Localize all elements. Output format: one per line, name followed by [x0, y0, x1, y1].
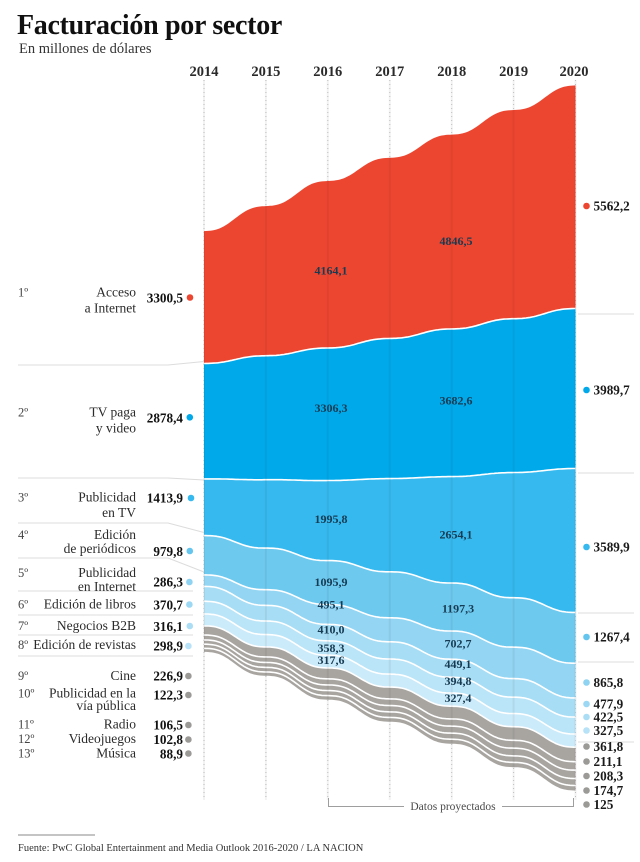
svg-text:Edición de libros: Edición de libros [44, 597, 136, 612]
svg-text:88,9: 88,9 [160, 747, 183, 762]
svg-text:TV paga: TV paga [89, 405, 136, 420]
svg-text:1413,9: 1413,9 [147, 491, 184, 506]
svg-text:10º: 10º [18, 687, 35, 701]
svg-text:1º: 1º [18, 286, 28, 300]
svg-text:106,5: 106,5 [153, 718, 183, 733]
svg-text:1267,4: 1267,4 [594, 630, 631, 645]
svg-text:211,1: 211,1 [594, 754, 623, 769]
svg-text:9º: 9º [18, 669, 28, 683]
svg-text:y video: y video [96, 421, 136, 436]
svg-text:1197,3: 1197,3 [442, 601, 474, 615]
svg-text:394,8: 394,8 [445, 674, 472, 688]
svg-text:122,3: 122,3 [153, 688, 183, 703]
svg-text:Publicidad en la: Publicidad en la [49, 686, 136, 701]
svg-text:2º: 2º [18, 406, 28, 420]
svg-text:Música: Música [96, 746, 136, 761]
svg-text:702,7: 702,7 [445, 636, 472, 650]
svg-text:2018: 2018 [437, 64, 466, 80]
svg-text:de periódicos: de periódicos [64, 541, 136, 556]
svg-text:370,7: 370,7 [153, 598, 183, 613]
svg-text:4º: 4º [18, 528, 28, 542]
svg-text:Negocios B2B: Negocios B2B [57, 618, 136, 633]
svg-text:2017: 2017 [375, 64, 404, 80]
svg-text:Cine: Cine [111, 668, 137, 683]
svg-text:11º: 11º [18, 718, 34, 732]
svg-text:3989,7: 3989,7 [594, 383, 631, 398]
svg-text:316,1: 316,1 [153, 619, 183, 634]
svg-text:286,3: 286,3 [153, 575, 183, 590]
svg-text:2015: 2015 [251, 64, 280, 80]
svg-text:a Internet: a Internet [85, 301, 137, 316]
svg-text:13º: 13º [18, 747, 35, 761]
svg-text:2878,4: 2878,4 [147, 411, 184, 426]
svg-text:3300,5: 3300,5 [147, 291, 184, 306]
svg-text:361,8: 361,8 [594, 739, 624, 754]
svg-text:477,9: 477,9 [594, 697, 624, 712]
svg-text:4164,1: 4164,1 [315, 263, 348, 277]
svg-text:979,8: 979,8 [153, 544, 183, 559]
svg-text:en TV: en TV [102, 505, 136, 520]
svg-text:Acceso: Acceso [96, 285, 136, 300]
svg-text:2014: 2014 [190, 64, 219, 80]
svg-text:865,8: 865,8 [594, 675, 624, 690]
svg-text:1095,9: 1095,9 [315, 575, 348, 589]
svg-text:6º: 6º [18, 598, 28, 612]
svg-text:208,3: 208,3 [594, 769, 624, 784]
svg-text:410,0: 410,0 [318, 622, 345, 636]
svg-text:3306,3: 3306,3 [315, 401, 348, 415]
svg-text:vía pública: vía pública [76, 698, 136, 713]
svg-text:358,3: 358,3 [318, 641, 345, 655]
svg-text:125: 125 [594, 797, 614, 812]
svg-text:327,4: 327,4 [445, 691, 472, 705]
svg-text:3682,6: 3682,6 [440, 393, 473, 407]
svg-text:2020: 2020 [560, 64, 589, 80]
svg-text:298,9: 298,9 [153, 639, 183, 654]
svg-text:Publicidad: Publicidad [78, 490, 136, 505]
svg-text:12º: 12º [18, 732, 35, 746]
svg-text:2654,1: 2654,1 [440, 527, 473, 541]
svg-text:Edición: Edición [94, 527, 136, 542]
svg-text:5562,2: 5562,2 [594, 199, 631, 214]
svg-text:Fuente: PwC Global Entertainme: Fuente: PwC Global Entertainment and Med… [18, 843, 364, 854]
svg-text:2016: 2016 [313, 64, 342, 80]
svg-text:2019: 2019 [499, 64, 528, 80]
svg-text:327,5: 327,5 [594, 723, 624, 738]
svg-text:7º: 7º [18, 619, 28, 633]
svg-text:449,1: 449,1 [445, 657, 472, 671]
svg-text:3º: 3º [18, 491, 28, 505]
svg-text:En millones de dólares: En millones de dólares [19, 41, 152, 57]
svg-text:422,5: 422,5 [594, 710, 624, 725]
svg-text:226,9: 226,9 [153, 669, 183, 684]
svg-text:Datos proyectados: Datos proyectados [410, 801, 496, 813]
svg-text:8º: 8º [18, 638, 28, 652]
svg-text:Radio: Radio [104, 717, 136, 732]
svg-text:174,7: 174,7 [594, 783, 624, 798]
svg-text:3589,9: 3589,9 [594, 540, 631, 555]
svg-text:Facturación por sector: Facturación por sector [17, 10, 282, 41]
svg-text:Videojuegos: Videojuegos [69, 731, 136, 746]
svg-text:317,6: 317,6 [318, 653, 345, 667]
svg-text:Publicidad: Publicidad [78, 565, 136, 580]
svg-text:4846,5: 4846,5 [440, 234, 473, 248]
svg-text:102,8: 102,8 [153, 732, 183, 747]
svg-text:5º: 5º [18, 566, 28, 580]
svg-text:Edición de revistas: Edición de revistas [33, 637, 136, 652]
svg-text:1995,8: 1995,8 [315, 512, 348, 526]
svg-text:495,1: 495,1 [318, 597, 345, 611]
svg-text:en Internet: en Internet [78, 579, 136, 594]
